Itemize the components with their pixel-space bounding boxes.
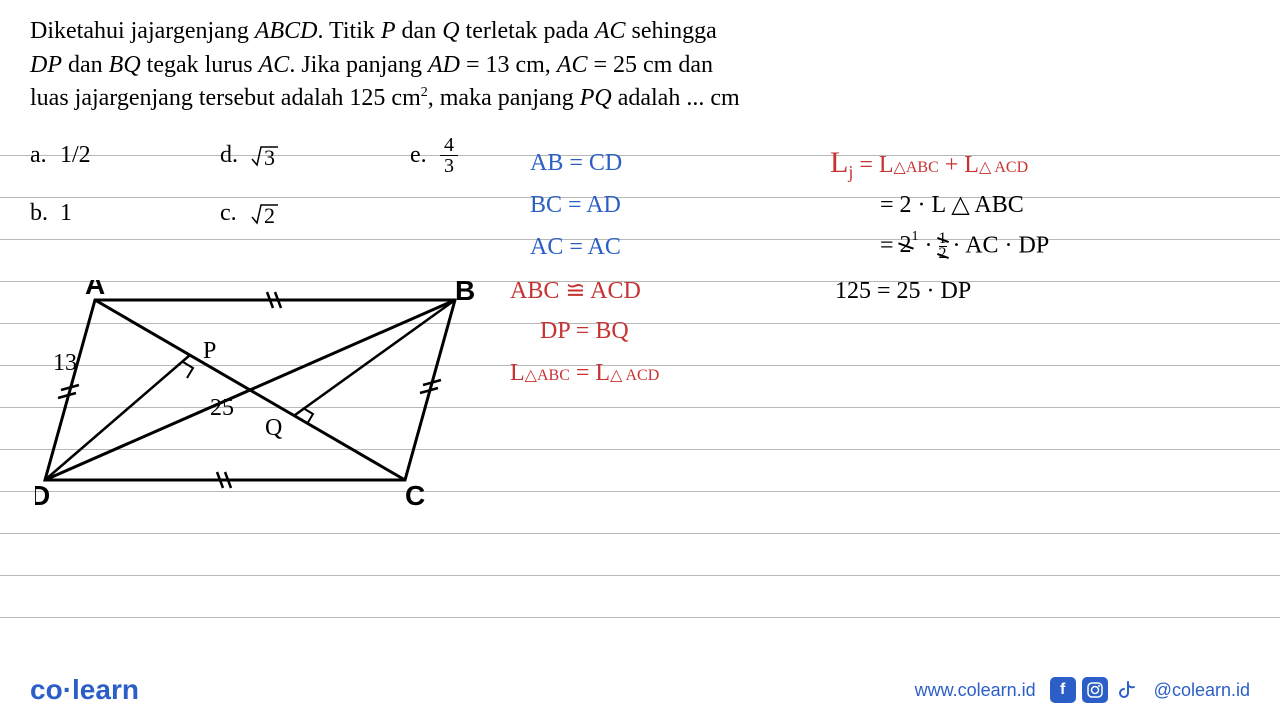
facebook-icon[interactable]: f [1050, 677, 1076, 703]
option-a: a. 1/2 [30, 135, 220, 176]
label-13: 13 [53, 350, 77, 376]
hw-blue-2: BC = AD [530, 192, 621, 219]
label-B: B [455, 280, 475, 306]
option-b: b. 1 [30, 200, 220, 227]
hw-red-1: ABC ≌ ACD [510, 276, 641, 305]
page: Diketahui jajargenjang ABCD. Titik P dan… [0, 0, 1280, 720]
hw-red-2: DP = BQ [540, 318, 629, 345]
footer-right: www.colearn.id f @colearn.id [915, 677, 1250, 703]
hw-red-3: L△ABC = L△ ACD [510, 360, 659, 387]
sqrt-3-value: 3 [264, 145, 275, 169]
hw-black-r2: = 2 · L △ ABC [880, 190, 1024, 219]
option-c: c. 2 [220, 200, 410, 227]
parallelogram-diagram: A B C D P Q 13 25 [35, 280, 475, 525]
hw-black-r3: = 21 · 12 · AC · DP [880, 232, 1049, 262]
logo: co·learn [30, 674, 139, 706]
social-handle: @colearn.id [1154, 680, 1250, 701]
hw-black-r4: 125 = 25 · DP [835, 278, 971, 305]
option-d: d. 3 [220, 135, 410, 176]
label-C: C [405, 480, 425, 511]
hw-blue-1: AB = CD [530, 150, 622, 177]
label-A: A [85, 280, 105, 300]
question-text: Diketahui jajargenjang ABCD. Titik P dan… [30, 15, 780, 116]
label-D: D [35, 480, 50, 511]
social-icons: f [1050, 677, 1140, 703]
label-Q: Q [265, 415, 282, 441]
hw-red-r1: Lj = L△ABC + L△ ACD [830, 146, 1028, 180]
sqrt-2-value: 2 [264, 203, 275, 227]
footer: co·learn www.colearn.id f @colearn.id [0, 660, 1280, 720]
website-link[interactable]: www.colearn.id [915, 680, 1036, 701]
label-25: 25 [210, 395, 234, 421]
label-P: P [203, 338, 216, 364]
answer-options: a. 1/2 d. 3 e. 4 3 b. 1 [30, 135, 458, 251]
option-e: e. 4 3 [410, 135, 458, 176]
tiktok-icon[interactable] [1114, 677, 1140, 703]
hw-blue-3: AC = AC [530, 234, 621, 261]
instagram-icon[interactable] [1082, 677, 1108, 703]
